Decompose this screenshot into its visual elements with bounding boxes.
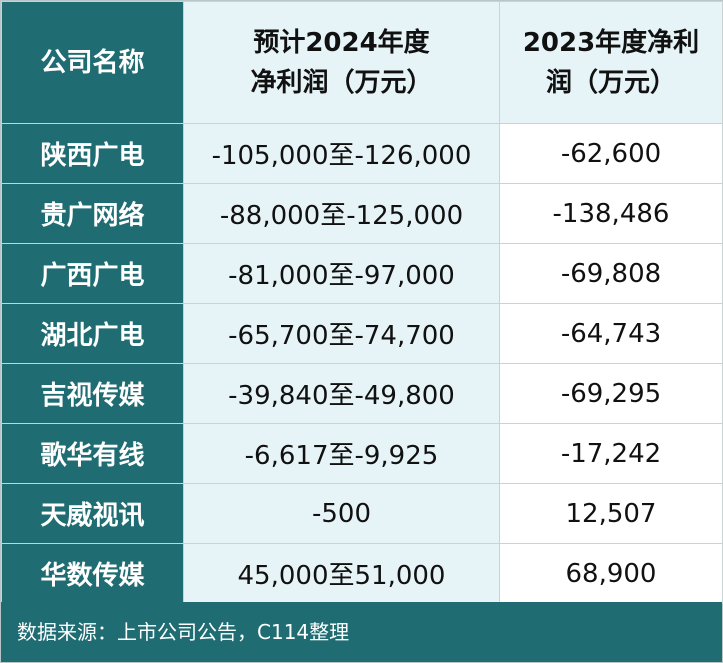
header-2023-line2: 润（万元）	[545, 67, 676, 98]
header-2023-line1: 2023年度净利	[522, 27, 700, 58]
forecast-cell: -500	[183, 483, 500, 544]
company-name-cell: 歌华有线	[1, 423, 184, 484]
data-source-footer: 数据来源：上市公司公告，C114整理	[1, 602, 722, 662]
profit-2023-cell: -64,743	[499, 303, 723, 364]
profit-2023-cell: -17,242	[499, 423, 723, 484]
table-row: 华数传媒 45,000至51,000 68,900	[1, 543, 723, 604]
table-header-row: 公司名称 预计2024年度 净利润（万元） 2023年度净利 润（万元）	[1, 1, 723, 124]
company-name-cell: 贵广网络	[1, 183, 184, 244]
company-name-cell: 广西广电	[1, 243, 184, 304]
table-row: 陕西广电 -105,000至-126,000 -62,600	[1, 123, 723, 184]
forecast-cell: -105,000至-126,000	[183, 123, 500, 184]
company-name-cell: 湖北广电	[1, 303, 184, 364]
profit-2023-cell: -69,808	[499, 243, 723, 304]
forecast-cell: -65,700至-74,700	[183, 303, 500, 364]
header-company-name: 公司名称	[1, 1, 184, 124]
table-row: 歌华有线 -6,617至-9,925 -17,242	[1, 423, 723, 484]
forecast-cell: -88,000至-125,000	[183, 183, 500, 244]
header-forecast-2024: 预计2024年度 净利润（万元）	[183, 1, 500, 124]
forecast-cell: -81,000至-97,000	[183, 243, 500, 304]
profit-2023-cell: -69,295	[499, 363, 723, 424]
table-row: 广西广电 -81,000至-97,000 -69,808	[1, 243, 723, 304]
company-name-cell: 天威视讯	[1, 483, 184, 544]
profit-2023-cell: -138,486	[499, 183, 723, 244]
header-forecast-line2: 净利润（万元）	[250, 67, 433, 98]
profit-2023-cell: 12,507	[499, 483, 723, 544]
table-row: 天威视讯 -500 12,507	[1, 483, 723, 544]
company-name-cell: 华数传媒	[1, 543, 184, 604]
forecast-cell: -6,617至-9,925	[183, 423, 500, 484]
header-profit-2023: 2023年度净利 润（万元）	[499, 1, 723, 124]
company-name-cell: 吉视传媒	[1, 363, 184, 424]
profit-2023-cell: -62,600	[499, 123, 723, 184]
table-row: 吉视传媒 -39,840至-49,800 -69,295	[1, 363, 723, 424]
table-row: 湖北广电 -65,700至-74,700 -64,743	[1, 303, 723, 364]
profit-table: 公司名称 预计2024年度 净利润（万元） 2023年度净利 润（万元） 陕西广…	[1, 1, 723, 604]
forecast-cell: 45,000至51,000	[183, 543, 500, 604]
company-name-cell: 陕西广电	[1, 123, 184, 184]
profit-2023-cell: 68,900	[499, 543, 723, 604]
forecast-cell: -39,840至-49,800	[183, 363, 500, 424]
table-row: 贵广网络 -88,000至-125,000 -138,486	[1, 183, 723, 244]
header-forecast-line1: 预计2024年度	[253, 27, 430, 58]
